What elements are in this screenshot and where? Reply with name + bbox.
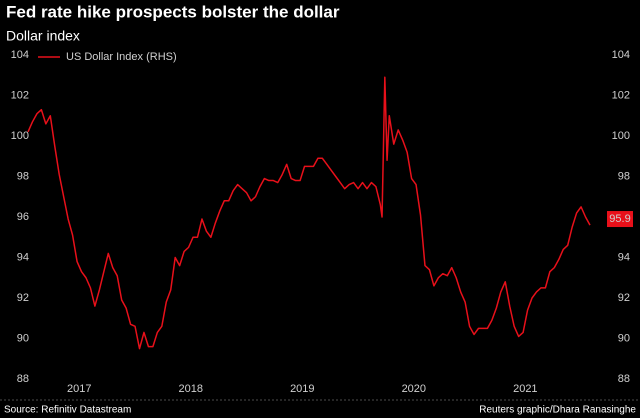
- y2-tick-label: 102: [612, 89, 630, 101]
- source: Source: Refinitiv Datastream: [4, 405, 131, 416]
- y-tick-label: 96: [17, 211, 29, 223]
- x-tick-label: 2019: [290, 383, 314, 395]
- y-tick-label: 98: [17, 170, 29, 182]
- y-tick-label: 92: [17, 292, 29, 304]
- credit: Reuters graphic/Dhara Ranasinghe: [479, 405, 636, 416]
- y-tick-label: 90: [17, 332, 29, 344]
- chart-title: Fed rate hike prospects bolster the doll…: [6, 2, 340, 21]
- x-tick-label: 2018: [179, 383, 203, 395]
- last-value-box: [607, 211, 633, 228]
- y2-tick-label: 98: [618, 170, 630, 182]
- y-tick-label: 88: [17, 373, 29, 385]
- y-tick-label: 104: [11, 49, 29, 61]
- series-line: [27, 76, 591, 350]
- y-tick-label: 100: [11, 130, 29, 142]
- chart-subtitle: Dollar index: [6, 28, 80, 44]
- y2-tick-label: 88: [618, 373, 630, 385]
- y2-tick-label: 104: [612, 49, 630, 61]
- y2-tick-label: 100: [612, 130, 630, 142]
- y2-tick-label: 90: [618, 332, 630, 344]
- y2-tick-label: 94: [618, 251, 630, 263]
- y2-tick-label: 92: [618, 292, 630, 304]
- y-tick-label: 94: [17, 251, 29, 263]
- y-tick-label: 102: [11, 89, 29, 101]
- last-value-label: 95.9: [609, 213, 630, 225]
- x-tick-label: 2017: [67, 383, 91, 395]
- x-tick-label: 2021: [513, 383, 537, 395]
- legend-label: US Dollar Index (RHS): [66, 51, 177, 63]
- x-tick-label: 2020: [402, 383, 426, 395]
